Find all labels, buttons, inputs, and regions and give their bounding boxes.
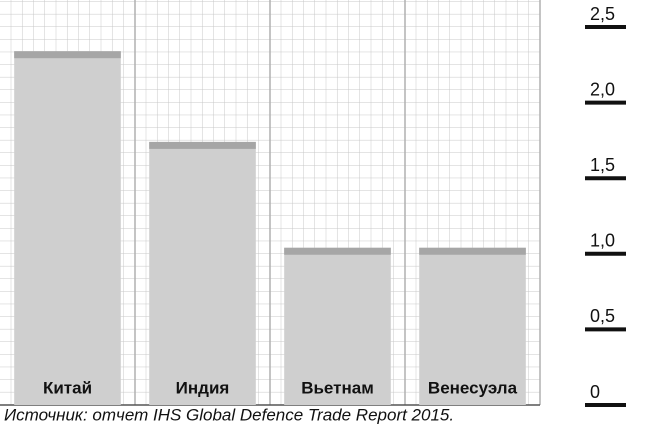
x-tick-label: Индия bbox=[176, 378, 230, 397]
bar bbox=[14, 51, 121, 405]
x-tick-label: Китай bbox=[43, 378, 92, 397]
bar bbox=[284, 247, 391, 405]
y-tick-label: 1,0 bbox=[590, 231, 615, 251]
bar bbox=[149, 141, 256, 406]
y-tick-label: 2,0 bbox=[590, 79, 615, 99]
bar bbox=[419, 247, 526, 405]
column-dividers bbox=[134, 0, 541, 405]
y-tick-label: 2,5 bbox=[590, 4, 615, 24]
bar-cap bbox=[419, 247, 526, 255]
y-tick-label: 1,5 bbox=[590, 155, 615, 175]
x-tick-label: Венесуэла bbox=[428, 378, 518, 397]
bar-cap bbox=[149, 141, 256, 149]
source: Источник: отчет IHS Global Defence Trade… bbox=[4, 405, 454, 424]
bar-cap bbox=[284, 247, 391, 255]
y-tick-label: 0,5 bbox=[590, 306, 615, 326]
bar-cap bbox=[14, 51, 121, 59]
y-tick-label: 0 bbox=[590, 382, 600, 402]
x-tick-label: Вьетнам bbox=[301, 378, 374, 397]
